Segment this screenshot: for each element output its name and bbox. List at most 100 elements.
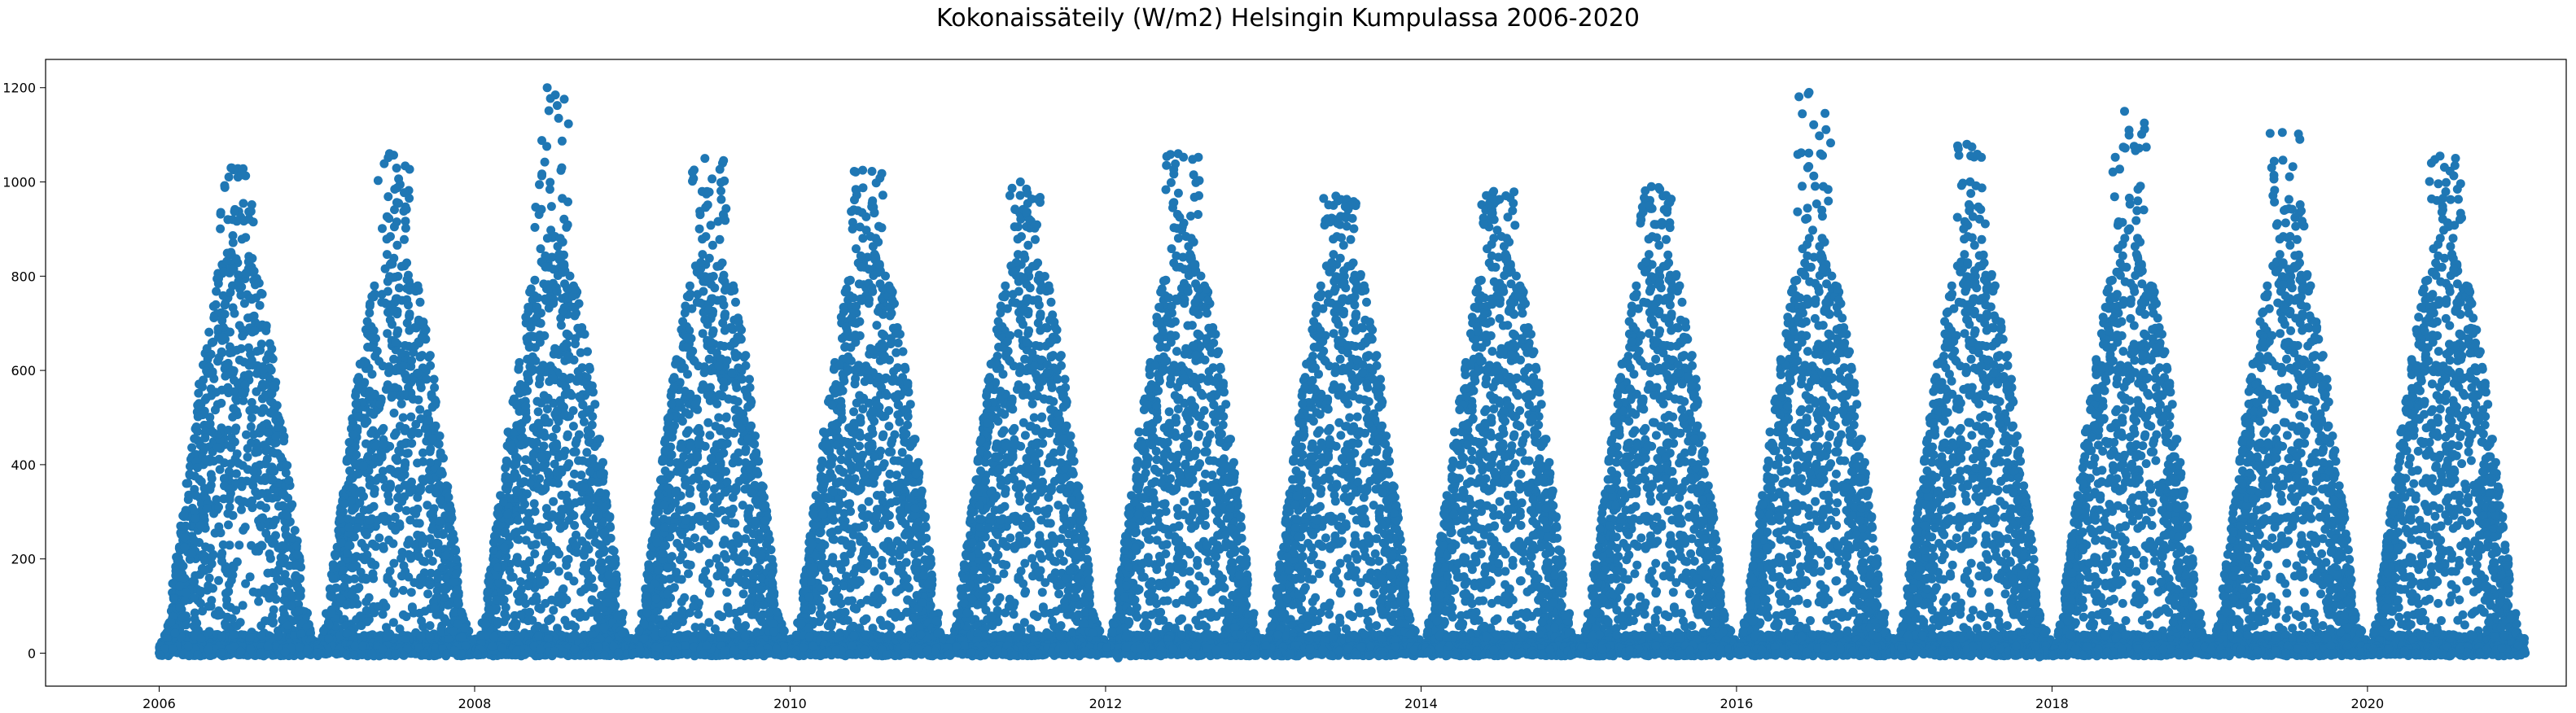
data-point [392, 183, 401, 192]
data-point [269, 520, 278, 529]
data-point [405, 487, 414, 496]
data-point [236, 647, 245, 656]
data-point [392, 241, 401, 250]
data-point [405, 516, 414, 525]
data-point [384, 214, 393, 223]
data-point [180, 510, 189, 519]
data-point [292, 542, 301, 551]
data-point [249, 430, 258, 439]
data-point [386, 481, 395, 490]
data-point [541, 296, 550, 305]
data-point [374, 176, 383, 185]
data-point [435, 517, 444, 526]
data-point [343, 549, 352, 558]
data-point [548, 510, 557, 519]
data-point [562, 383, 571, 391]
data-point [226, 540, 234, 549]
data-point [238, 234, 247, 243]
data-point [543, 405, 552, 413]
data-point [598, 542, 607, 551]
data-point [528, 332, 537, 341]
data-point [226, 348, 234, 357]
data-point [248, 413, 256, 422]
data-point [575, 431, 584, 440]
data-point [326, 592, 335, 601]
data-point [531, 343, 540, 352]
data-point [442, 617, 451, 626]
data-point [348, 563, 357, 572]
data-point [360, 555, 369, 564]
data-point [428, 434, 437, 443]
data-point [248, 496, 256, 505]
data-point [383, 287, 392, 296]
data-point [557, 321, 566, 330]
data-point [191, 609, 199, 618]
data-point [437, 563, 446, 572]
data-point [367, 343, 376, 352]
data-point [232, 254, 241, 263]
data-point [291, 526, 300, 535]
data-point [437, 467, 446, 476]
data-point [405, 326, 414, 335]
data-point [345, 541, 354, 550]
data-point [183, 479, 192, 488]
data-point [250, 475, 259, 483]
data-point [388, 391, 396, 400]
data-point [261, 584, 269, 593]
data-point [233, 396, 242, 405]
data-point [189, 577, 198, 586]
data-point [562, 561, 571, 570]
data-point [383, 632, 392, 641]
data-point [407, 439, 416, 448]
data-point [386, 232, 395, 241]
data-point [530, 276, 539, 285]
data-point [234, 540, 243, 549]
data-point [389, 305, 398, 314]
data-point [552, 424, 561, 433]
data-point [359, 492, 368, 501]
data-point [268, 389, 277, 398]
data-point [426, 351, 435, 360]
data-point [588, 412, 597, 421]
data-point [352, 450, 361, 459]
data-point [256, 301, 265, 310]
data-point [247, 422, 256, 431]
data-point [340, 499, 349, 508]
data-point [331, 584, 340, 593]
data-point [458, 633, 467, 642]
data-point [212, 495, 221, 504]
data-point [449, 627, 458, 636]
data-point [440, 585, 449, 594]
data-point [293, 550, 302, 559]
data-point [256, 289, 265, 298]
data-point [378, 224, 387, 233]
data-point [225, 580, 234, 589]
data-point [544, 468, 553, 477]
data-point [402, 259, 411, 268]
data-point [168, 644, 177, 653]
data-point [560, 279, 569, 288]
data-point [554, 453, 563, 461]
data-point [265, 549, 274, 558]
data-point [391, 338, 400, 347]
data-point [416, 573, 425, 582]
data-point [229, 238, 238, 247]
data-point [388, 580, 396, 588]
data-point [505, 474, 514, 483]
data-point [549, 433, 558, 442]
data-point [549, 606, 558, 615]
data-point [572, 448, 580, 457]
data-point [494, 578, 503, 587]
data-point [559, 260, 568, 269]
data-point [416, 298, 425, 307]
data-point [365, 387, 374, 396]
data-point [521, 402, 530, 411]
scatter-points [155, 83, 2530, 663]
data-point [426, 447, 435, 456]
data-point [235, 321, 244, 330]
data-point [184, 642, 193, 651]
data-point [563, 330, 572, 339]
data-point [395, 484, 404, 493]
data-point [221, 621, 230, 630]
data-point [216, 610, 225, 619]
